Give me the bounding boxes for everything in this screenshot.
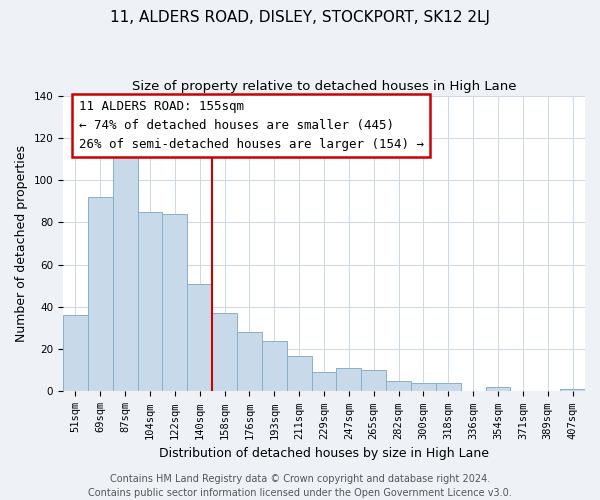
Text: Contains HM Land Registry data © Crown copyright and database right 2024.
Contai: Contains HM Land Registry data © Crown c… [88, 474, 512, 498]
X-axis label: Distribution of detached houses by size in High Lane: Distribution of detached houses by size … [159, 447, 489, 460]
Bar [361, 370, 386, 392]
Bar [311, 372, 337, 392]
Bar [386, 381, 411, 392]
Bar [137, 212, 163, 392]
Bar [113, 157, 137, 392]
Bar [560, 390, 585, 392]
Text: 11, ALDERS ROAD, DISLEY, STOCKPORT, SK12 2LJ: 11, ALDERS ROAD, DISLEY, STOCKPORT, SK12… [110, 10, 490, 25]
Bar [436, 383, 461, 392]
Bar [88, 197, 113, 392]
Bar [411, 383, 436, 392]
Bar [485, 387, 511, 392]
Title: Size of property relative to detached houses in High Lane: Size of property relative to detached ho… [132, 80, 516, 93]
Bar [337, 368, 361, 392]
Y-axis label: Number of detached properties: Number of detached properties [15, 145, 28, 342]
Bar [287, 356, 311, 392]
Bar [63, 316, 88, 392]
Bar [187, 284, 212, 392]
Bar [237, 332, 262, 392]
Bar [212, 313, 237, 392]
Bar [262, 340, 287, 392]
Bar [163, 214, 187, 392]
Text: 11 ALDERS ROAD: 155sqm
← 74% of detached houses are smaller (445)
26% of semi-de: 11 ALDERS ROAD: 155sqm ← 74% of detached… [79, 100, 424, 151]
